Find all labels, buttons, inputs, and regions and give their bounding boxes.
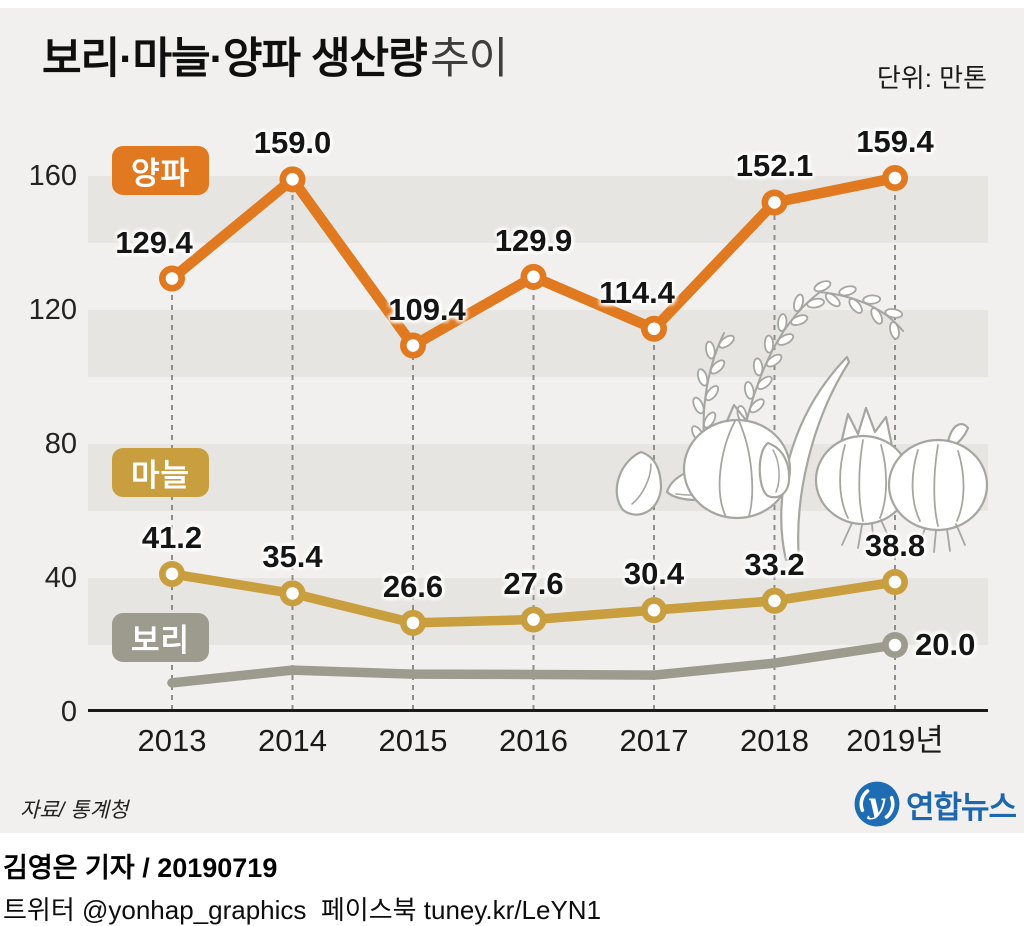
x-axis-line xyxy=(88,709,988,712)
yonhap-logo: y 연합뉴스 xyxy=(853,780,1017,828)
x-tick-label: 2019년 xyxy=(846,723,944,758)
value-label: 38.8 xyxy=(864,528,926,564)
page-title: 보리·마늘·양파 생산량 추이 xyxy=(42,24,508,86)
x-tick-label: 2018 xyxy=(740,723,809,758)
value-label: 27.6 xyxy=(503,565,564,601)
line-chart xyxy=(159,165,989,710)
garlic-bulb-illustration xyxy=(682,418,792,520)
value-label: 159.4 xyxy=(856,124,934,159)
legend-garlic-badge: 마늘 xyxy=(112,448,209,497)
value-label: 129.9 xyxy=(494,222,573,258)
graphic-background xyxy=(0,8,1024,833)
source-label: 자료/ 통계청 xyxy=(20,799,129,822)
x-tick-label: 2015 xyxy=(378,723,448,758)
social-links: 트위터 @yonhap_graphics 페이스북 tuney.kr/LeYN1 xyxy=(3,895,602,925)
value-label: 26.6 xyxy=(382,568,444,604)
yonhap-logo-text: 연합뉴스 xyxy=(906,789,1017,825)
y-tick-label: 40 xyxy=(44,562,77,594)
yonhap-logo-icon: y xyxy=(854,781,900,827)
leaf-illustration xyxy=(780,355,851,562)
page-title-light: 추이 xyxy=(430,35,508,83)
crops-illustration xyxy=(615,280,989,562)
legend-barley-badge: 보리 xyxy=(112,613,209,662)
svg-text:y: y xyxy=(867,787,886,820)
value-label: 152.1 xyxy=(735,148,814,184)
value-label: 20.0 xyxy=(915,627,976,662)
value-label: 33.2 xyxy=(744,546,805,582)
x-tick-label: 2016 xyxy=(499,723,568,758)
value-label: 41.2 xyxy=(141,519,203,555)
legend-onion-badge: 양파 xyxy=(112,146,209,195)
garlic-clove-illustration xyxy=(615,450,663,516)
value-label: 30.4 xyxy=(623,556,685,592)
byline: 김영은 기자 / 20190719 xyxy=(3,853,278,883)
x-tick-label: 2014 xyxy=(258,723,327,758)
y-tick-label: 0 xyxy=(60,696,77,728)
x-tick-label: 2013 xyxy=(137,723,207,758)
y-tick-label: 120 xyxy=(28,294,77,326)
page-title-strong: 보리·마늘·양파 생산량 xyxy=(42,35,428,83)
series-markers xyxy=(159,165,908,658)
value-label: 109.4 xyxy=(388,291,466,327)
onion-right-illustration xyxy=(887,423,989,553)
y-tick-label: 160 xyxy=(28,160,77,192)
x-tick-label: 2017 xyxy=(619,723,689,758)
value-label: 159.0 xyxy=(253,125,332,161)
value-label: 35.4 xyxy=(262,539,323,575)
y-tick-label: 80 xyxy=(44,428,77,460)
value-label: 114.4 xyxy=(599,274,675,310)
unit-label: 단위: 만톤 xyxy=(876,63,987,93)
value-label: 129.4 xyxy=(115,224,193,260)
